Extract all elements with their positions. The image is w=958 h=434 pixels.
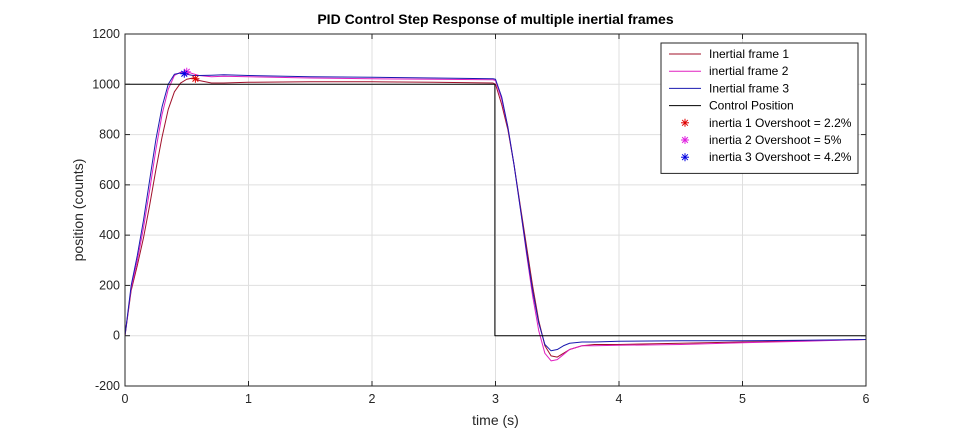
legend-label-inertia-2-overshoot-5: inertia 2 Overshoot = 5% [709,133,842,147]
legend-label-inertia-1-overshoot-2-2: inertia 1 Overshoot = 2.2% [709,116,852,130]
legend-label-inertial-frame-1: Inertial frame 1 [709,47,789,61]
y-axis-label: position (counts) [70,159,86,262]
series-line-inertial-frame-2 [124,71,867,362]
y-tick-label: 0 [113,329,120,343]
x-tick-label: 4 [616,392,623,406]
y-tick-label: 1200 [92,27,120,41]
y-tick-label: -200 [95,379,120,393]
x-axis-label: time (s) [472,412,519,428]
x-tick-label: 6 [863,392,870,406]
y-tick-label: 600 [99,178,120,192]
series-line-inertial-frame-3 [124,72,867,352]
y-tick-label: 400 [99,228,120,242]
marker-inertia-1-overshoot-2-2 [191,74,200,83]
x-tick-label: 3 [492,392,499,406]
y-tick-label: 800 [99,128,120,142]
x-tick-label: 1 [245,392,252,406]
legend-label-inertial-frame-2: inertial frame 2 [709,64,789,78]
marker-inertia-3-overshoot-4-2 [180,69,189,78]
x-tick-label: 2 [369,392,376,406]
y-tick-label: 200 [99,278,120,292]
legend-label-control-position: Control Position [709,99,794,113]
x-tick-label: 0 [122,392,129,406]
legend-box [660,42,859,174]
overshoot-markers [180,67,200,83]
legend-label-inertial-frame-3: Inertial frame 3 [709,81,789,95]
legend: Inertial frame 1 inertial frame 2 Inertial… [660,42,859,174]
legend-swatch-inertia-3-overshoot-4-2 [681,153,689,162]
chart-title: PID Control Step Response of multiple in… [317,11,673,27]
legend-label-inertia-3-overshoot-4-2: inertia 3 Overshoot = 4.2% [709,150,852,164]
legend-swatch-inertia-2-overshoot-5 [681,136,689,144]
x-tick-label: 5 [739,392,746,406]
y-tick-label: 1000 [92,77,120,91]
legend-swatch-inertia-1-overshoot-2-2 [681,118,689,127]
